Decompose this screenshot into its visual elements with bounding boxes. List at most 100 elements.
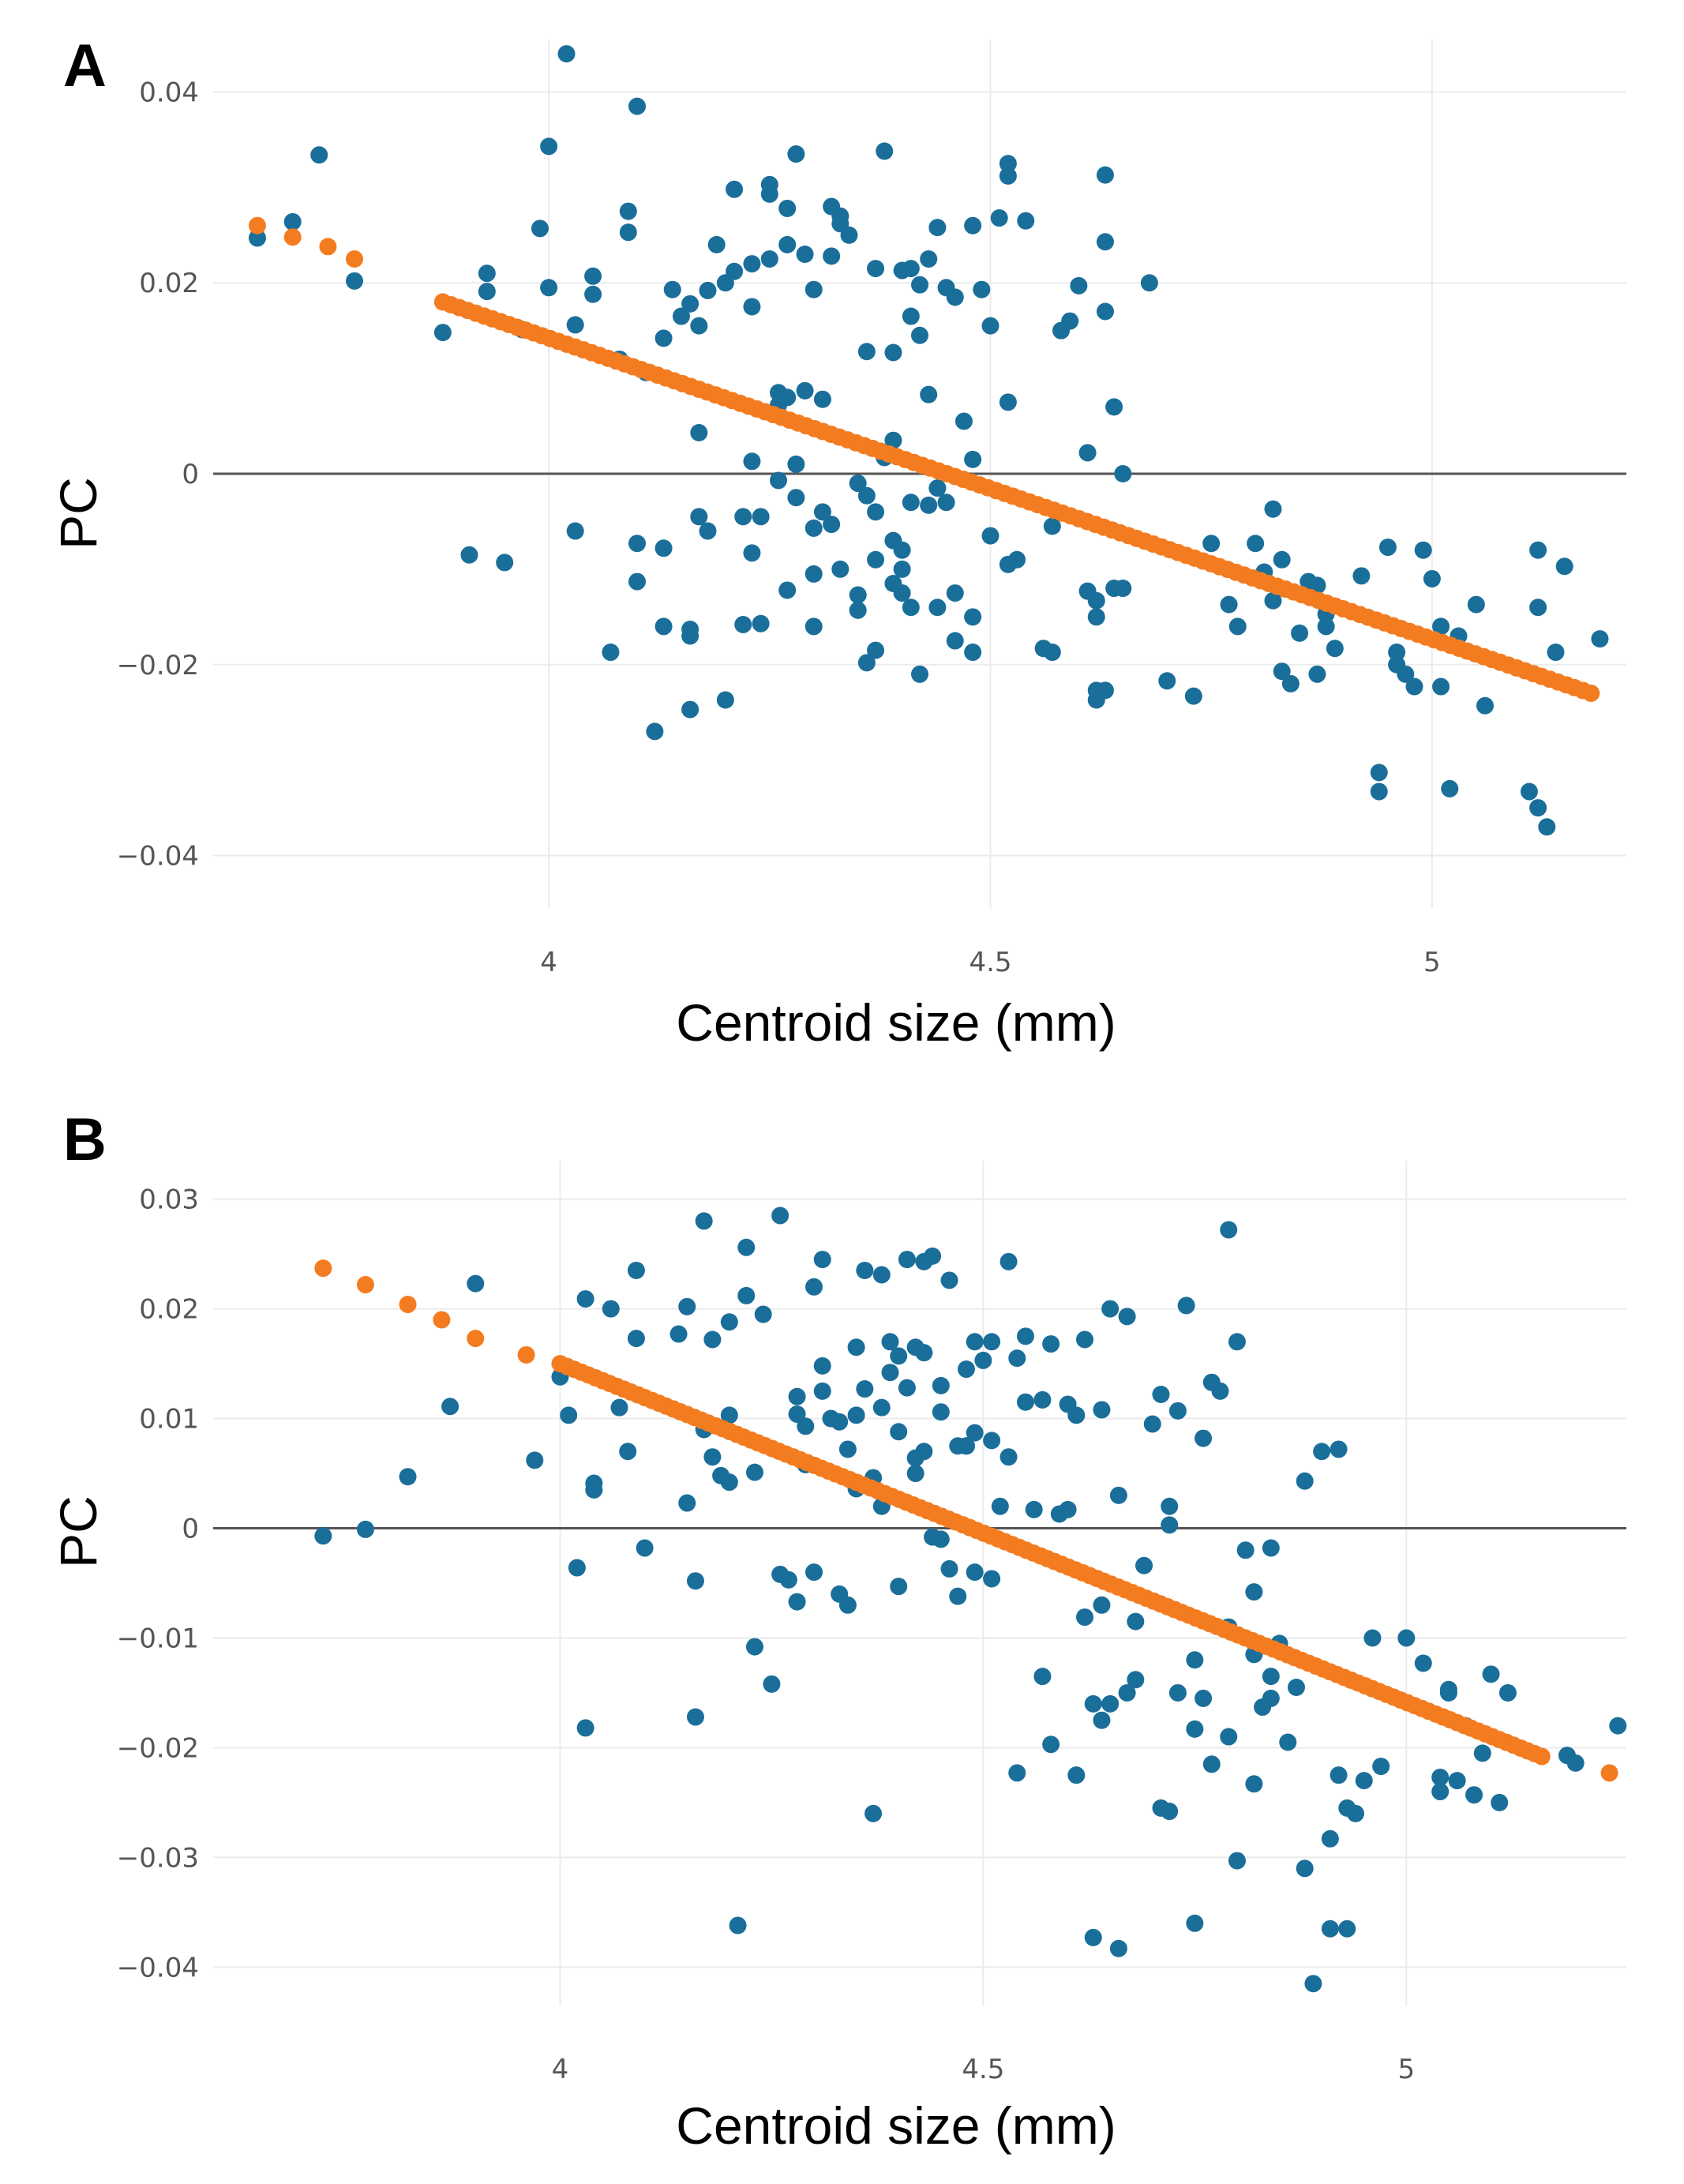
y-tick-label: 0.01 — [139, 1404, 199, 1435]
data-point — [1017, 212, 1035, 230]
data-point — [1076, 1330, 1094, 1349]
data-point — [797, 1417, 815, 1435]
data-point — [893, 584, 911, 602]
data-point — [745, 1463, 763, 1481]
data-point — [1291, 624, 1309, 642]
data-point — [964, 450, 982, 468]
data-point — [690, 424, 708, 442]
data-point — [1105, 398, 1123, 416]
data-point — [999, 155, 1017, 173]
panel-label: B — [63, 1106, 107, 1173]
x-tick-label: 4.5 — [969, 947, 1011, 978]
data-point — [1084, 1928, 1102, 1946]
data-point — [1317, 617, 1335, 636]
data-point — [566, 522, 584, 540]
data-point — [788, 1593, 806, 1611]
data-point — [957, 1360, 975, 1379]
data-point — [1186, 1720, 1204, 1738]
data-point — [964, 608, 982, 626]
panel-b: B 4 4.5 5 0.03 0.02 0.01 0 −0.01 −0.02 −0.03 −0.04… — [0, 1074, 1684, 2184]
data-point — [1520, 782, 1538, 801]
data-point — [646, 722, 664, 741]
y-tick-label: 0 — [182, 1514, 199, 1545]
data-point — [576, 1719, 594, 1737]
data-point — [531, 220, 549, 238]
data-point — [890, 1578, 908, 1596]
data-point — [1109, 1939, 1127, 1957]
data-point — [1070, 276, 1088, 295]
data-point — [726, 262, 744, 280]
data-point — [1093, 1711, 1111, 1729]
x-axis-title: Centroid size (mm) — [676, 993, 1116, 1052]
data-point — [1118, 1683, 1136, 1702]
data-point — [1321, 1829, 1339, 1848]
data-point — [999, 393, 1017, 411]
data-point — [678, 1494, 696, 1512]
data-point — [686, 1708, 704, 1726]
data-point — [576, 1290, 594, 1308]
data-point — [974, 1351, 992, 1369]
data-point — [1498, 1683, 1517, 1702]
data-point — [983, 1570, 1001, 1588]
data-point — [890, 1423, 908, 1441]
data-point — [763, 1675, 781, 1693]
fitted-point — [467, 1330, 485, 1348]
data-point — [946, 632, 964, 650]
data-point — [672, 307, 690, 325]
data-point — [838, 1596, 857, 1614]
y-tick-label: 0.04 — [139, 77, 199, 108]
data-point — [932, 1403, 950, 1421]
data-point — [699, 281, 717, 299]
fitted-point — [517, 1345, 535, 1364]
data-point — [946, 584, 964, 602]
data-point — [884, 343, 902, 362]
data-point — [1220, 1221, 1238, 1239]
data-point — [1033, 1390, 1052, 1409]
data-point — [1067, 1766, 1086, 1784]
data-point — [1127, 1671, 1145, 1689]
data-point — [920, 496, 938, 514]
data-point — [1262, 1689, 1280, 1707]
data-point — [1287, 1679, 1305, 1697]
data-point — [726, 180, 744, 198]
data-point — [1202, 535, 1221, 553]
data-point — [1096, 681, 1114, 700]
data-point — [1118, 1308, 1136, 1326]
data-point — [619, 1443, 637, 1461]
data-point — [627, 1261, 645, 1279]
data-point — [1279, 1733, 1297, 1751]
data-point — [720, 1473, 738, 1492]
data-point — [849, 586, 867, 604]
scatter-plot-b: 4 4.5 5 0.03 0.02 0.01 0 −0.01 −0.02 −0.03 −0.04 Ce… — [49, 1161, 1627, 2155]
data-point — [1432, 617, 1450, 636]
data-point — [770, 471, 787, 490]
data-point — [628, 97, 646, 115]
data-point — [654, 329, 673, 347]
data-point — [902, 307, 920, 325]
data-point — [1370, 764, 1388, 782]
data-point — [1127, 1612, 1145, 1630]
data-point — [1308, 665, 1326, 683]
y-axis-title: PC — [49, 1495, 107, 1568]
data-point — [1084, 1694, 1102, 1713]
data-point — [940, 1559, 958, 1578]
data-point — [1476, 696, 1494, 715]
data-point — [849, 475, 867, 493]
data-point — [813, 390, 831, 408]
y-tick-label: 0 — [182, 459, 199, 490]
data-point — [787, 145, 805, 163]
data-point — [1352, 567, 1371, 585]
data-point — [1008, 1764, 1026, 1782]
series-observed — [314, 1206, 1627, 1993]
data-point — [283, 212, 302, 231]
data-point — [867, 260, 885, 278]
data-point — [1467, 595, 1485, 614]
data-point — [636, 1539, 654, 1557]
data-point — [1033, 1668, 1052, 1686]
data-point — [1414, 541, 1432, 559]
data-point — [990, 209, 1008, 227]
data-point — [898, 1379, 916, 1397]
data-point — [902, 493, 920, 512]
data-point — [1363, 1629, 1382, 1647]
data-point — [1566, 1754, 1585, 1772]
